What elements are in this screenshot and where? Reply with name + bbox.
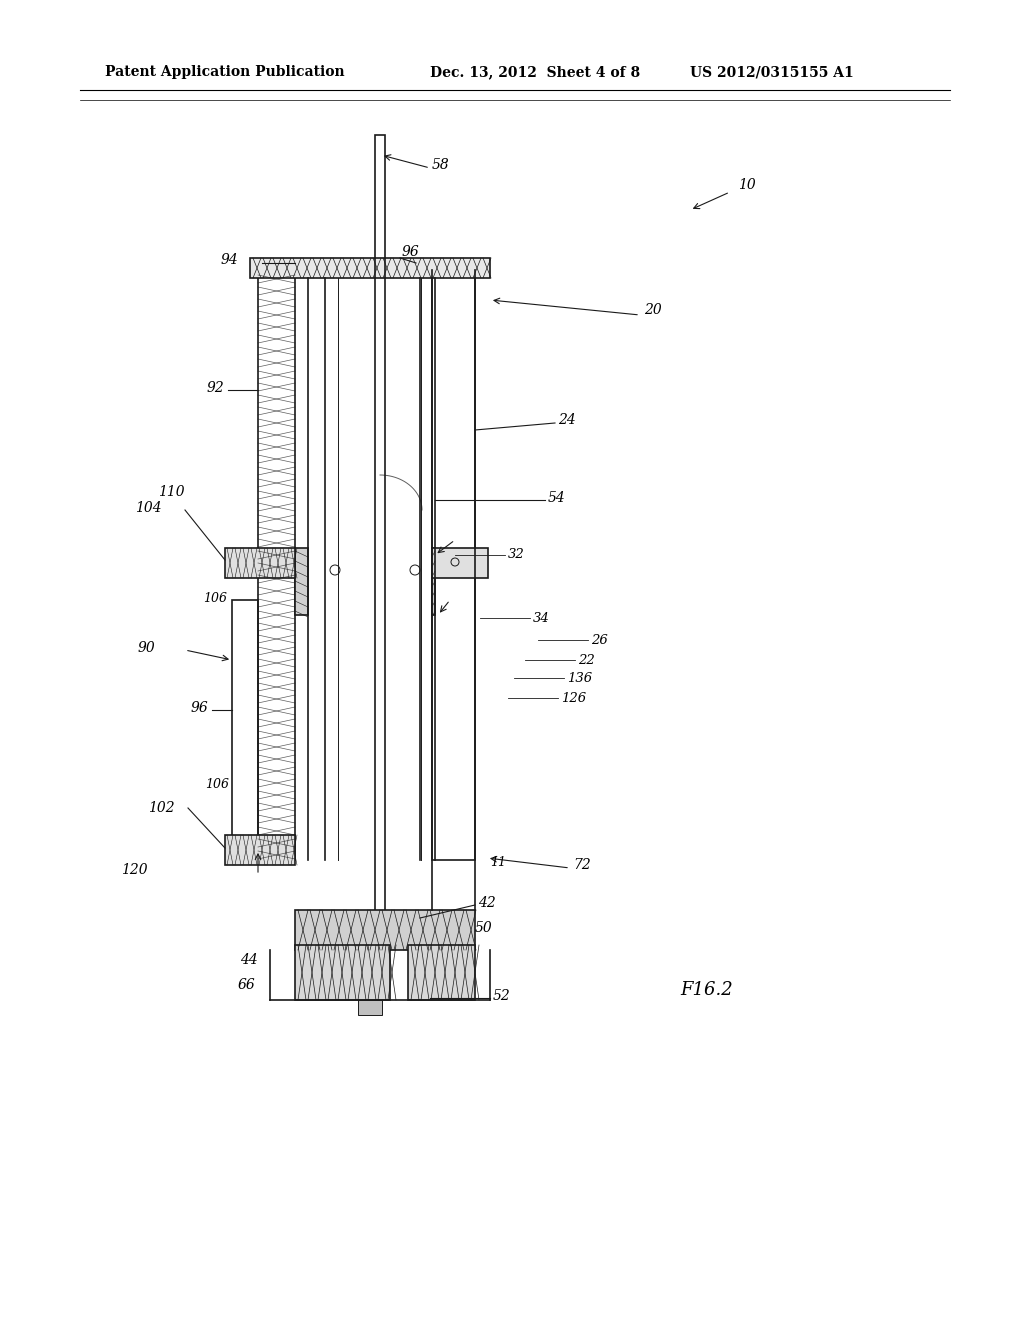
Text: 94: 94 — [220, 253, 238, 267]
Bar — [358, 1001, 382, 1015]
Bar — [295, 909, 475, 950]
Text: 42: 42 — [478, 896, 496, 909]
Bar — [295, 945, 390, 1001]
Text: 106: 106 — [205, 779, 229, 792]
Text: 126: 126 — [561, 692, 586, 705]
Bar — [225, 836, 295, 865]
Bar — [375, 135, 385, 975]
Text: 110: 110 — [159, 484, 185, 499]
Polygon shape — [250, 257, 490, 279]
Text: 136: 136 — [567, 672, 592, 685]
Text: 96: 96 — [190, 701, 208, 715]
Text: 10: 10 — [738, 178, 756, 191]
Text: 66: 66 — [238, 978, 255, 993]
Text: 90: 90 — [137, 642, 155, 655]
Text: 44: 44 — [241, 953, 258, 968]
Text: 58: 58 — [432, 158, 450, 172]
Text: US 2012/0315155 A1: US 2012/0315155 A1 — [690, 65, 854, 79]
Text: 26: 26 — [591, 634, 608, 647]
Text: 22: 22 — [578, 653, 595, 667]
Text: 120: 120 — [122, 863, 148, 876]
Text: 106: 106 — [203, 591, 227, 605]
Bar — [295, 548, 308, 615]
Text: 92: 92 — [206, 381, 224, 395]
Text: 50: 50 — [475, 921, 493, 935]
Text: 72: 72 — [573, 858, 591, 873]
Text: 11: 11 — [490, 855, 506, 869]
Bar — [408, 945, 475, 1001]
Text: 20: 20 — [644, 304, 662, 317]
Text: F16.2: F16.2 — [680, 981, 733, 999]
Text: 34: 34 — [534, 611, 550, 624]
Text: 52: 52 — [493, 989, 511, 1003]
Text: Patent Application Publication: Patent Application Publication — [105, 65, 345, 79]
Text: 102: 102 — [148, 801, 175, 814]
Text: 54: 54 — [548, 491, 565, 506]
Bar — [232, 601, 258, 840]
Text: 32: 32 — [508, 549, 524, 561]
Text: 24: 24 — [558, 413, 575, 426]
Bar — [432, 548, 435, 615]
Text: 104: 104 — [135, 502, 162, 515]
Text: 96: 96 — [402, 246, 420, 259]
Bar — [432, 548, 488, 578]
Bar — [225, 548, 295, 578]
Text: Dec. 13, 2012  Sheet 4 of 8: Dec. 13, 2012 Sheet 4 of 8 — [430, 65, 640, 79]
